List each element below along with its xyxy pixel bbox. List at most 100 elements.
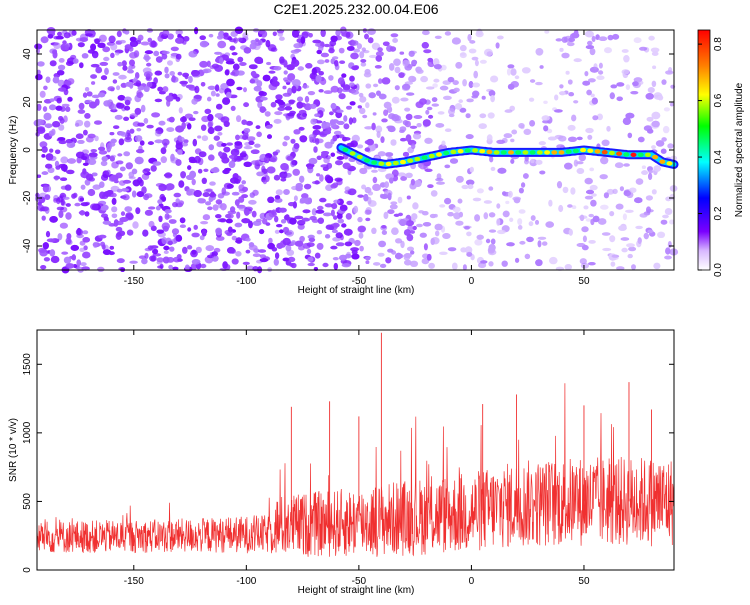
spectrogram-cell [192, 138, 197, 147]
spectrogram-cell [241, 180, 246, 185]
spectrogram-cell [265, 124, 273, 129]
spectrogram-cell [58, 140, 67, 145]
spectrogram-cell [431, 103, 439, 107]
spectrogram-cell [591, 35, 596, 43]
spectrogram-cell [411, 76, 417, 82]
spectrogram-cell [153, 50, 160, 57]
spectrogram-cell [255, 125, 261, 129]
spectrogram-cell [348, 40, 356, 46]
spectrogram-cell [181, 116, 187, 122]
spectrogram-cell [523, 128, 532, 135]
spectrogram-cell [304, 197, 312, 205]
spectrogram-cell [214, 51, 222, 55]
spectrogram-cell [431, 97, 438, 102]
spectrogram-cell [519, 240, 526, 245]
spectrogram-cell [510, 68, 517, 76]
spectrogram-cell [71, 254, 77, 261]
spectrogram-cell [236, 86, 243, 91]
spectrogram-cell [242, 135, 248, 140]
spectrogram-cell [435, 177, 444, 182]
spectrogram-cell [160, 156, 167, 164]
spectrogram-cell [49, 104, 57, 111]
spectrogram-cell [535, 259, 543, 267]
spectrogram-cell [168, 116, 175, 123]
spectrogram-cell [631, 264, 636, 270]
spectrogram-cell [628, 246, 637, 252]
spectrogram-cell [197, 135, 202, 139]
spectrogram-cell [53, 175, 61, 180]
spectrogram-cell [121, 188, 130, 192]
spectrogram-cell [625, 84, 631, 90]
spectrogram-cell [407, 225, 414, 232]
spectrogram-cell [120, 82, 128, 88]
spectrogram-cell [433, 58, 440, 66]
spectrogram-cell [323, 43, 331, 48]
spectrogram-cell [518, 123, 525, 129]
spectrogram-cell [651, 51, 659, 56]
spectrogram-cell [391, 250, 397, 255]
spectrogram-cell [186, 188, 195, 192]
spectrogram-cell [432, 83, 438, 88]
spectrogram-cell [98, 234, 107, 239]
y-tick-label: 0 [22, 147, 33, 153]
signal-blob [637, 152, 644, 157]
spectrogram-cell [365, 102, 370, 109]
spectrogram-cell [218, 30, 225, 38]
spectrogram-cell [183, 36, 190, 42]
spectrogram-cell [76, 259, 81, 267]
spectrogram-cell [405, 134, 412, 142]
spectrogram-cell [404, 259, 412, 266]
spectrogram-cell [329, 111, 334, 116]
spectrogram-cell [408, 50, 415, 57]
spectrogram-cell [76, 157, 82, 164]
spectrogram-cell [621, 69, 630, 75]
spectrogram-cell [279, 36, 285, 41]
spectrogram-cell [425, 109, 430, 115]
spectrogram-cell [333, 130, 342, 136]
spectrogram-cell [660, 148, 667, 154]
spectrogram-cell [187, 245, 193, 250]
spectrogram-cell [356, 43, 362, 50]
y-tick-label: 500 [22, 493, 33, 510]
signal-blob [378, 161, 385, 166]
spectrogram-cell [467, 34, 472, 42]
spectrogram-cell [399, 51, 405, 55]
spectrogram-cell [124, 105, 131, 111]
spectrogram-cell [377, 151, 386, 157]
spectrogram-cell [349, 101, 356, 106]
spectrogram-cell [402, 59, 409, 67]
spectrogram-cell [223, 146, 231, 153]
spectrogram-cell [90, 43, 96, 51]
spectrogram-cell [202, 214, 211, 221]
spectrogram-cell [439, 251, 448, 255]
spectrogram-cell [567, 204, 573, 208]
spectrogram-cell [221, 143, 227, 147]
spectrogram-cell [528, 221, 534, 227]
spectrogram-cell [227, 247, 235, 254]
spectrogram-cell [135, 72, 140, 79]
spectrogram-cell [291, 85, 297, 94]
spectrogram-cell [547, 136, 557, 141]
spectrogram-cell [60, 185, 68, 190]
spectrogram-cell [170, 46, 179, 52]
spectrogram-cell [416, 223, 423, 228]
spectrogram-cell [410, 250, 415, 255]
spectrogram-cell [455, 220, 464, 226]
spectrogram-cell [58, 64, 66, 71]
spectrogram-cell [100, 75, 108, 81]
signal-blob [443, 150, 450, 156]
spectrogram-cell [406, 195, 411, 200]
spectrogram-cell [422, 30, 430, 36]
spectrogram-cell [215, 214, 222, 219]
signal-blob [630, 152, 637, 157]
snr-x-ticks: -150 -100 -50 0 50 [124, 330, 590, 587]
spectrogram-cell [52, 51, 58, 59]
spectrogram-cell [487, 112, 495, 119]
spectrogram-cell [258, 90, 265, 96]
spectrogram-cell [258, 30, 265, 35]
spectrogram-cell [51, 128, 56, 136]
spectrogram-cell [585, 218, 592, 222]
spectrogram-cell [254, 56, 264, 64]
spectrogram-cell [385, 152, 394, 157]
spectrogram-cell [274, 195, 281, 200]
